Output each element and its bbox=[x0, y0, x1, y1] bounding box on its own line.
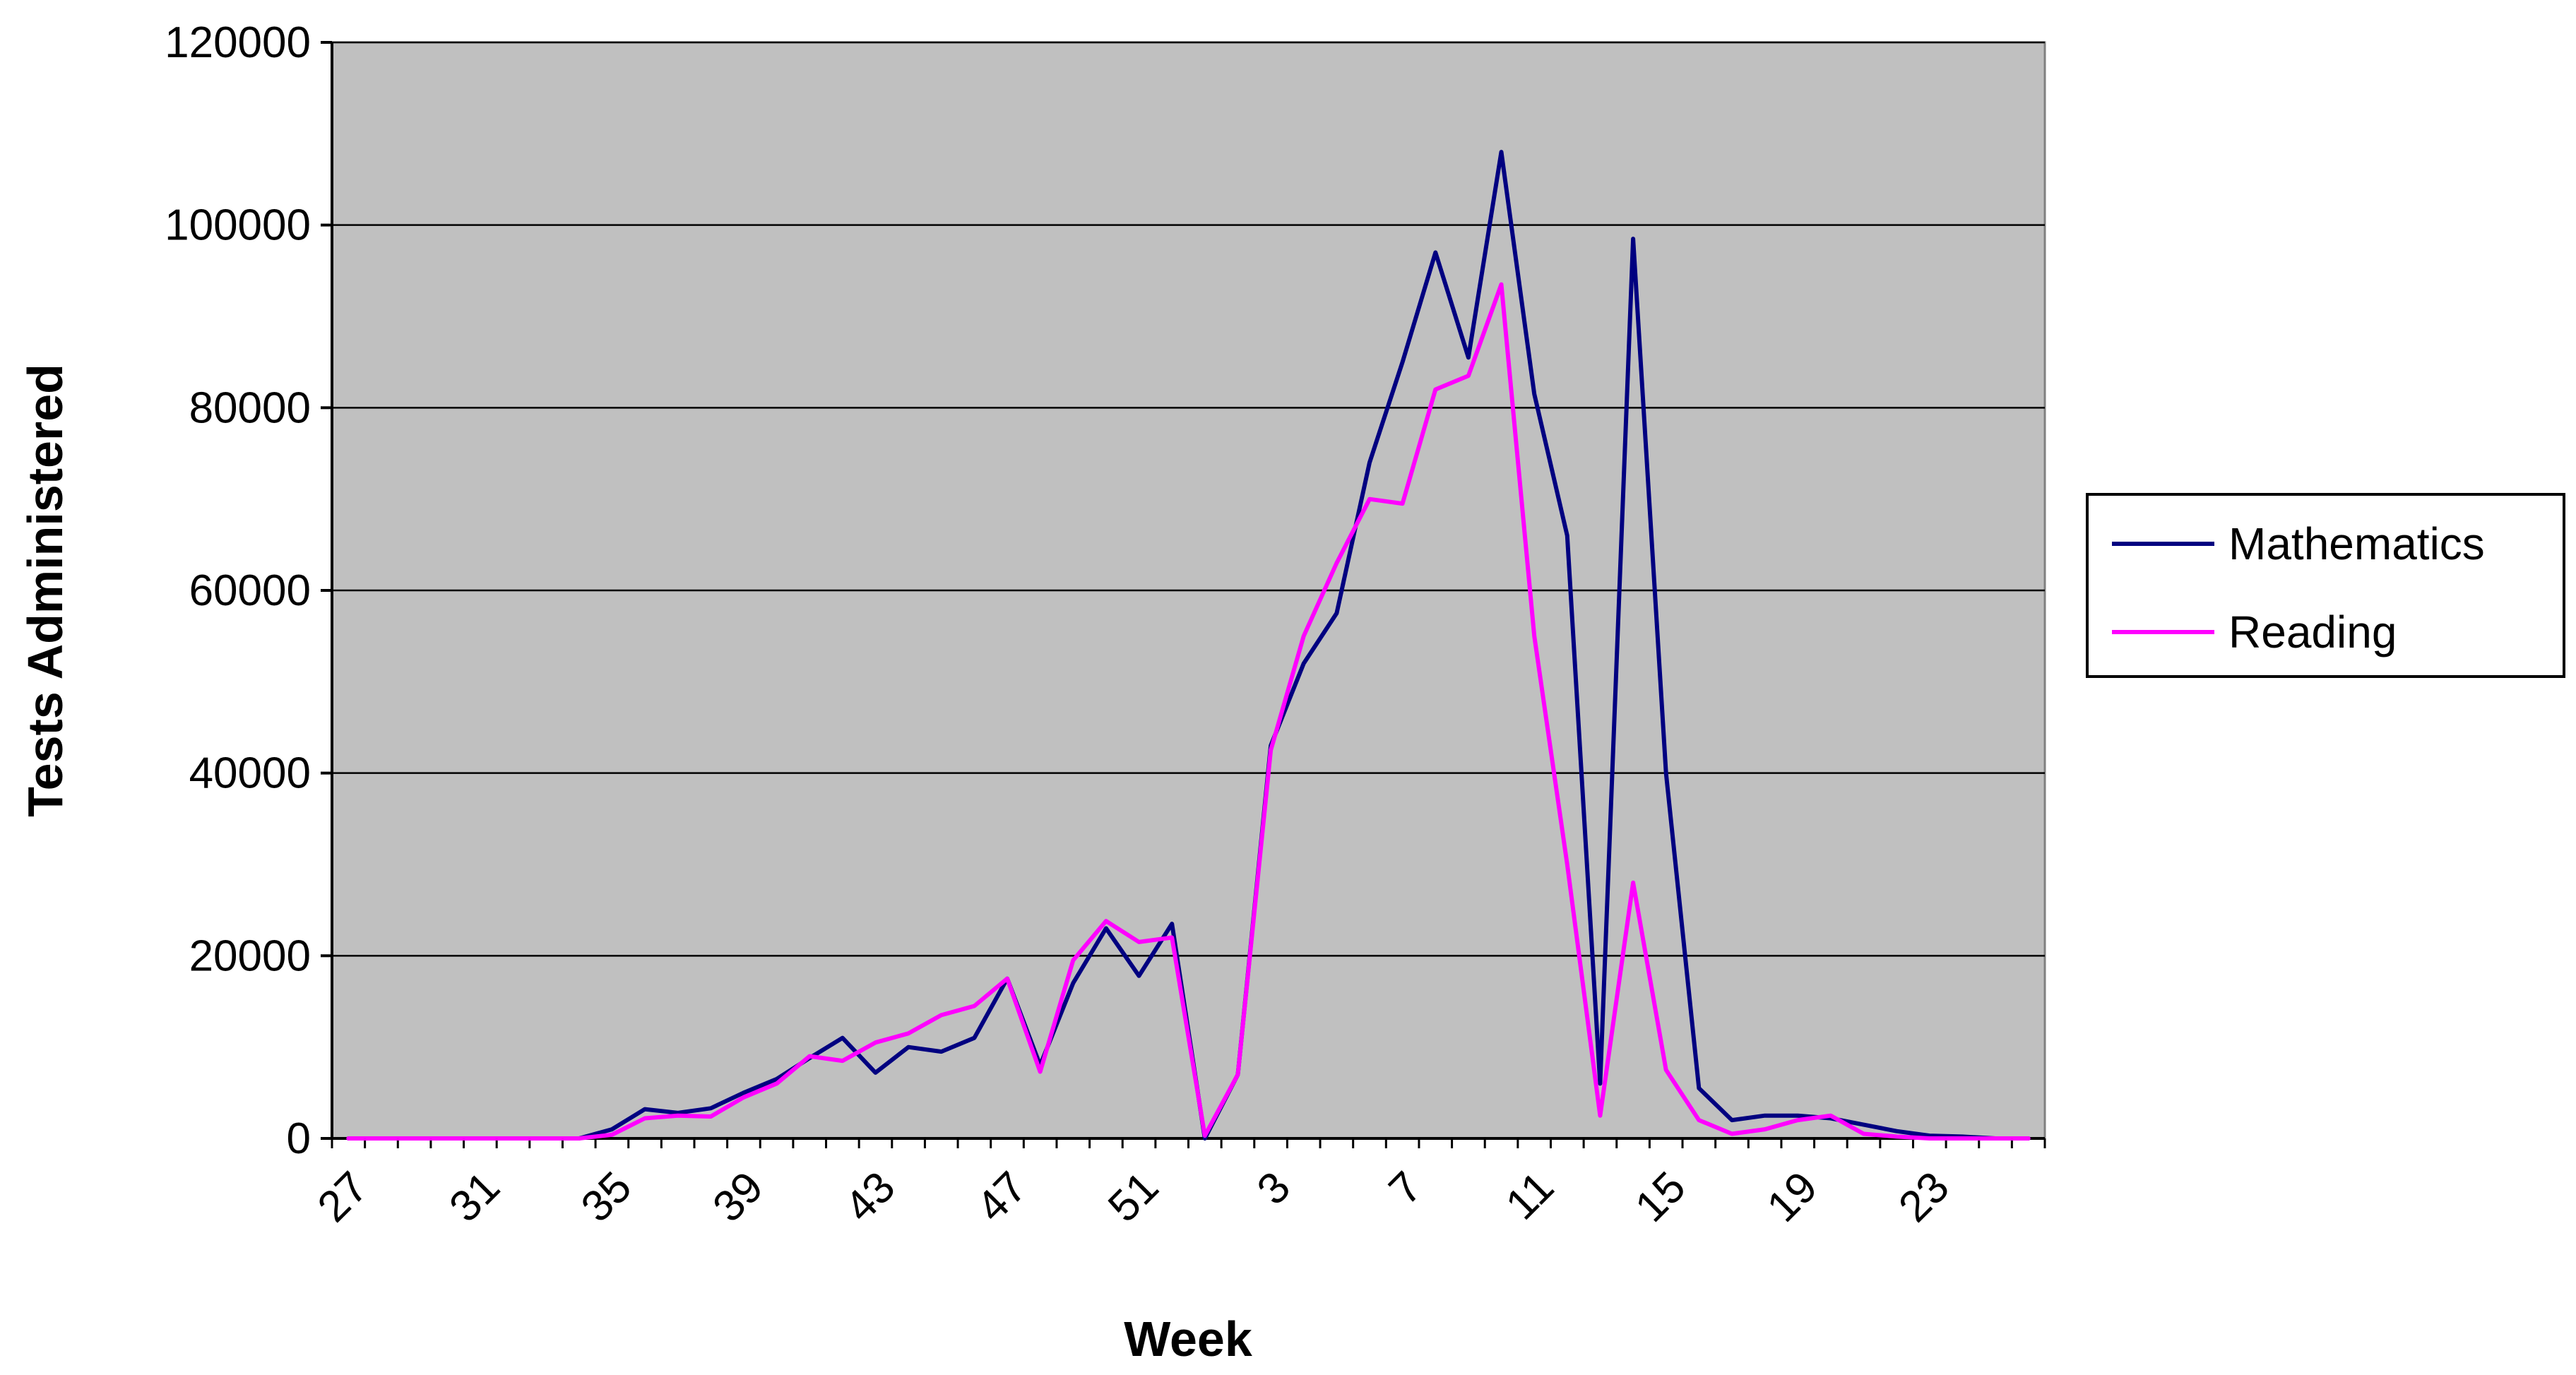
x-tick-label-35: 35 bbox=[572, 1162, 641, 1232]
x-tick-label-47: 47 bbox=[967, 1162, 1036, 1232]
y-tick-label-100000: 100000 bbox=[165, 201, 311, 250]
y-tick-label-0: 0 bbox=[287, 1114, 311, 1163]
x-tick-label-19: 19 bbox=[1758, 1162, 1827, 1232]
y-tick-label-120000: 120000 bbox=[165, 18, 311, 67]
y-axis-ticks: 0 20000 40000 60000 80000 100000 120000 bbox=[165, 18, 332, 1163]
x-axis-title: Week bbox=[1124, 1311, 1252, 1367]
x-axis-ticks: 27 31 35 39 43 47 51 3 7 11 15 19 23 bbox=[309, 1138, 2046, 1232]
series-line-reading bbox=[346, 282, 2031, 1141]
x-tick-label-3: 3 bbox=[1248, 1162, 1300, 1214]
x-tick-label-27: 27 bbox=[309, 1162, 378, 1232]
series-lines bbox=[346, 150, 2031, 1141]
y-tick-label-20000: 20000 bbox=[189, 931, 311, 980]
x-tick-label-15: 15 bbox=[1626, 1162, 1695, 1232]
x-tick-label-39: 39 bbox=[704, 1162, 773, 1232]
x-tick-label-43: 43 bbox=[836, 1162, 905, 1232]
y-axis-title: Tests Administered bbox=[18, 364, 73, 817]
x-tick-label-31: 31 bbox=[440, 1162, 509, 1232]
x-tick-label-11: 11 bbox=[1497, 1162, 1563, 1229]
legend-box bbox=[2086, 493, 2565, 678]
y-tick-label-40000: 40000 bbox=[189, 749, 311, 798]
x-tick-label-23: 23 bbox=[1889, 1162, 1959, 1232]
legend-label-mathematics: Mathematics bbox=[2228, 518, 2485, 569]
legend: Mathematics Reading bbox=[2086, 493, 2565, 678]
x-tick-label-51: 51 bbox=[1099, 1162, 1168, 1232]
gridlines bbox=[332, 41, 2045, 957]
x-tick-label-7: 7 bbox=[1379, 1162, 1431, 1214]
y-tick-label-60000: 60000 bbox=[189, 566, 311, 615]
y-tick-label-80000: 80000 bbox=[189, 383, 311, 432]
legend-label-reading: Reading bbox=[2228, 607, 2397, 657]
